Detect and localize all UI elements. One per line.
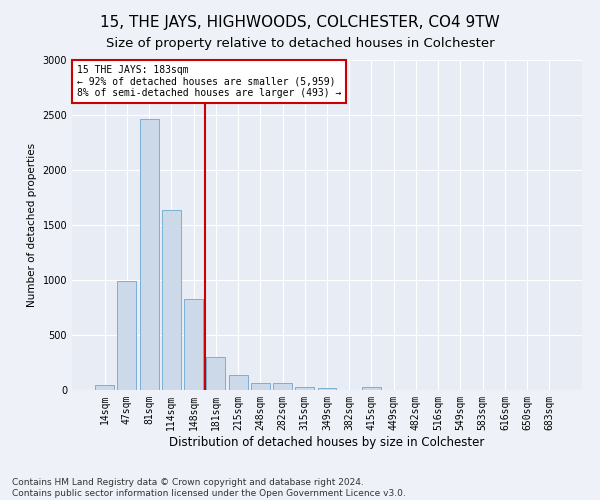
Bar xyxy=(162,210,181,390)
X-axis label: Distribution of detached houses by size in Colchester: Distribution of detached houses by size … xyxy=(169,436,485,448)
Bar xyxy=(206,357,225,390)
Y-axis label: Number of detached properties: Number of detached properties xyxy=(27,143,37,307)
Text: Size of property relative to detached houses in Colchester: Size of property relative to detached ho… xyxy=(106,38,494,51)
Text: 15 THE JAYS: 183sqm
← 92% of detached houses are smaller (5,959)
8% of semi-deta: 15 THE JAYS: 183sqm ← 92% of detached ho… xyxy=(77,65,341,98)
Bar xyxy=(273,384,292,390)
Text: Contains HM Land Registry data © Crown copyright and database right 2024.
Contai: Contains HM Land Registry data © Crown c… xyxy=(12,478,406,498)
Bar xyxy=(251,384,270,390)
Bar xyxy=(184,298,203,390)
Bar xyxy=(140,120,158,390)
Bar xyxy=(229,374,248,390)
Text: 15, THE JAYS, HIGHWOODS, COLCHESTER, CO4 9TW: 15, THE JAYS, HIGHWOODS, COLCHESTER, CO4… xyxy=(100,15,500,30)
Bar xyxy=(317,388,337,390)
Bar xyxy=(295,386,314,390)
Bar xyxy=(95,384,114,390)
Bar xyxy=(362,386,381,390)
Bar xyxy=(118,281,136,390)
